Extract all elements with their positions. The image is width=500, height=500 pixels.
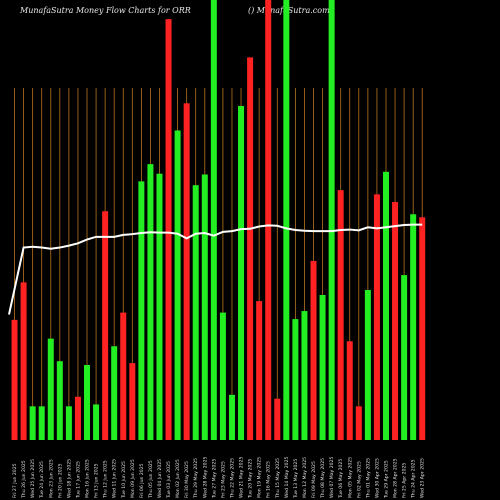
x-tick-label: Thu 24 Apr 2025	[411, 459, 417, 499]
bar	[20, 282, 27, 440]
x-tick-label: Thu 12 Jun 2025	[103, 460, 109, 499]
bar	[319, 294, 326, 440]
x-tick-label: Thu 29 May 2025	[193, 458, 199, 499]
x-tick-label: Tue 20 May 2025	[248, 459, 254, 499]
x-tick-label: Wed 25 Jun 2025	[30, 459, 36, 498]
bar	[138, 181, 145, 441]
x-tick-label: Wed 28 May 2025	[202, 456, 208, 498]
bar	[328, 0, 335, 440]
x-tick-label: Thu 05 Jun 2025	[148, 460, 154, 499]
x-tick-label: Mon 09 Jun 2025	[130, 459, 136, 498]
bar	[129, 363, 136, 440]
bar	[210, 0, 217, 440]
x-tick-label: Mon 28 Apr 2025	[393, 458, 399, 498]
x-tick-label: Tue 03 Jun 2025	[166, 461, 172, 499]
x-tick-label: Wed 04 Jun 2025	[157, 459, 163, 498]
bar	[11, 319, 18, 440]
bar	[337, 190, 344, 440]
x-tick-label: Tue 06 May 2025	[338, 459, 344, 499]
x-tick-label: Thu 08 May 2025	[320, 458, 326, 499]
bar	[29, 406, 36, 440]
bar	[74, 396, 81, 440]
x-tick-label: Fri 23 May 2025	[220, 461, 226, 498]
bar	[373, 194, 380, 440]
bar	[274, 398, 281, 440]
bar	[238, 105, 245, 440]
bar	[156, 173, 163, 440]
x-tick-label: Tue 24 Jun 2025	[39, 461, 45, 499]
chart-gridlines	[14, 88, 423, 440]
x-tick-label: Thu 15 May 2025	[275, 458, 281, 499]
x-tick-label: Mon 19 May 2025	[257, 457, 263, 498]
bar	[65, 406, 72, 440]
x-tick-label: Wed 11 Jun 2025	[112, 459, 118, 498]
bar	[346, 341, 353, 440]
x-tick-label: Tue 10 Jun 2025	[121, 461, 127, 499]
bar	[301, 311, 308, 440]
bar	[265, 0, 272, 440]
x-tick-label: Fri 20 Jun 2025	[57, 463, 63, 498]
bar	[183, 103, 190, 440]
x-tick-label: Wed 14 May 2025	[284, 456, 290, 498]
bar	[201, 174, 208, 441]
x-tick-label: Wed 07 May 2025	[329, 456, 335, 498]
bar	[93, 404, 100, 440]
money-flow-line	[8, 223, 423, 315]
bar	[355, 406, 362, 440]
x-tick-label: Thu 26 Jun 2025	[21, 460, 27, 499]
bar	[382, 171, 389, 440]
x-tick-label: Mon 05 May 2025	[347, 457, 353, 498]
x-tick-label: Fri 09 May 2025	[311, 461, 317, 498]
bar	[283, 0, 290, 440]
bar	[174, 130, 181, 441]
bar	[364, 290, 371, 440]
chart-money-flow-line	[8, 223, 423, 315]
bar	[401, 275, 408, 440]
x-tick-label: Mon 02 Jun 2025	[175, 459, 181, 498]
chart-x-tick-labels: Fri 27 Jun 2025 Thu 26 Jun 2025 Wed 25 Jun…	[12, 456, 426, 499]
bar	[165, 19, 172, 441]
bar	[147, 164, 154, 440]
bar	[310, 260, 317, 440]
x-tick-label: Fri 16 May 2025	[266, 461, 272, 498]
bar	[38, 406, 45, 440]
bar	[292, 319, 299, 440]
x-tick-label: Thu 22 May 2025	[229, 458, 235, 499]
x-tick-label: Wed 30 Apr 2025	[374, 458, 380, 498]
x-tick-label: Fri 27 Jun 2025	[12, 463, 18, 498]
bar	[84, 365, 91, 440]
x-tick-label: Fri 25 Apr 2025	[402, 463, 408, 498]
chart-title: MunafaSutra Money Flow Charts for ORR	[20, 6, 191, 15]
x-tick-label: Mon 16 Jun 2025	[85, 459, 91, 498]
x-tick-label: Fri 30 May 2025	[184, 461, 190, 498]
bar	[247, 57, 254, 441]
bar	[228, 394, 235, 440]
x-tick-label: Tue 27 May 2025	[211, 459, 217, 499]
bar	[120, 312, 127, 440]
x-tick-label: Mon 12 May 2025	[302, 457, 308, 498]
x-tick-label: Wed 21 May 2025	[239, 456, 245, 498]
x-tick-label: Tue 29 Apr 2025	[383, 460, 389, 499]
x-tick-label: Wed 23 Apr 2025	[420, 458, 426, 498]
bar	[392, 202, 399, 440]
x-tick-label: Fri 06 Jun 2025	[139, 463, 145, 498]
bar	[419, 217, 426, 440]
chart-bars	[11, 0, 426, 441]
x-tick-label: Tue 17 Jun 2025	[75, 461, 81, 499]
x-tick-label: Tue 13 May 2025	[293, 459, 299, 499]
bar	[410, 214, 417, 440]
bar	[47, 338, 54, 440]
bar	[219, 312, 226, 440]
bar	[102, 211, 109, 440]
x-tick-label: Wed 18 Jun 2025	[66, 459, 72, 498]
x-tick-label: Fri 02 May 2025	[356, 461, 362, 498]
x-tick-label: Thu 01 May 2025	[365, 458, 371, 499]
bar	[256, 301, 263, 440]
x-tick-label: Mon 23 Jun 2025	[48, 459, 54, 498]
bar	[192, 185, 199, 440]
bar	[111, 346, 118, 440]
x-tick-label: Fri 13 Jun 2025	[94, 463, 100, 498]
bar	[56, 361, 63, 440]
